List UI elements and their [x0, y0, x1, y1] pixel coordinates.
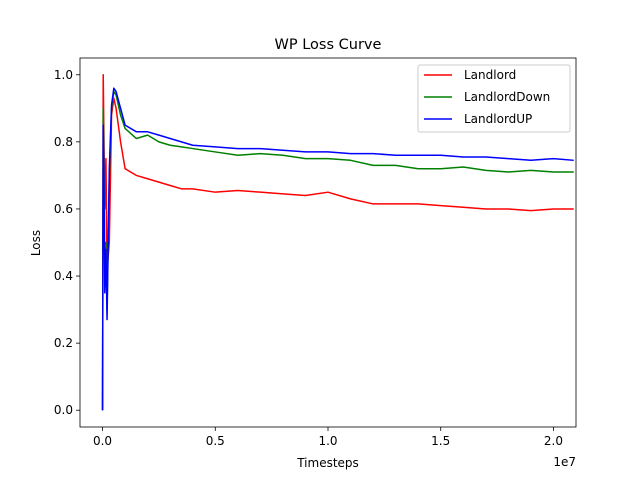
y-axis: 0.0 0.2 0.4 0.6 0.8 1.0 [54, 68, 80, 417]
series-line-landlordup [101, 87, 574, 411]
legend-label-landlorddown: LandlordDown [464, 90, 550, 104]
legend-box [417, 64, 571, 133]
x-tick-label: 2.0 [544, 434, 563, 448]
y-tick-label: 1.0 [54, 68, 73, 82]
y-tick-label: 0.6 [54, 202, 73, 216]
x-tick-label: 0.5 [206, 434, 225, 448]
y-tick-label: 0.0 [54, 403, 73, 417]
legend: Landlord LandlordDown LandlordUP [417, 64, 571, 133]
y-tick-label: 0.4 [54, 269, 73, 283]
series-layer [101, 74, 574, 411]
y-axis-label: Loss [29, 230, 43, 256]
x-axis-label: Timesteps [296, 456, 359, 470]
x-tick-label: 1.0 [318, 434, 337, 448]
legend-label-landlord: Landlord [464, 68, 516, 82]
x-tick-label: 1.5 [431, 434, 450, 448]
chart-title: WP Loss Curve [275, 37, 382, 53]
y-tick-label: 0.8 [54, 135, 73, 149]
plot-area [79, 57, 577, 428]
y-tick-label: 0.2 [54, 336, 73, 350]
x-axis: 0.0 0.5 1.0 1.5 2.0 [93, 427, 563, 448]
x-axis-offset-label: 1e7 [553, 455, 576, 469]
legend-label-landlordup: LandlordUP [464, 112, 532, 126]
x-tick-label: 0.0 [93, 434, 112, 448]
